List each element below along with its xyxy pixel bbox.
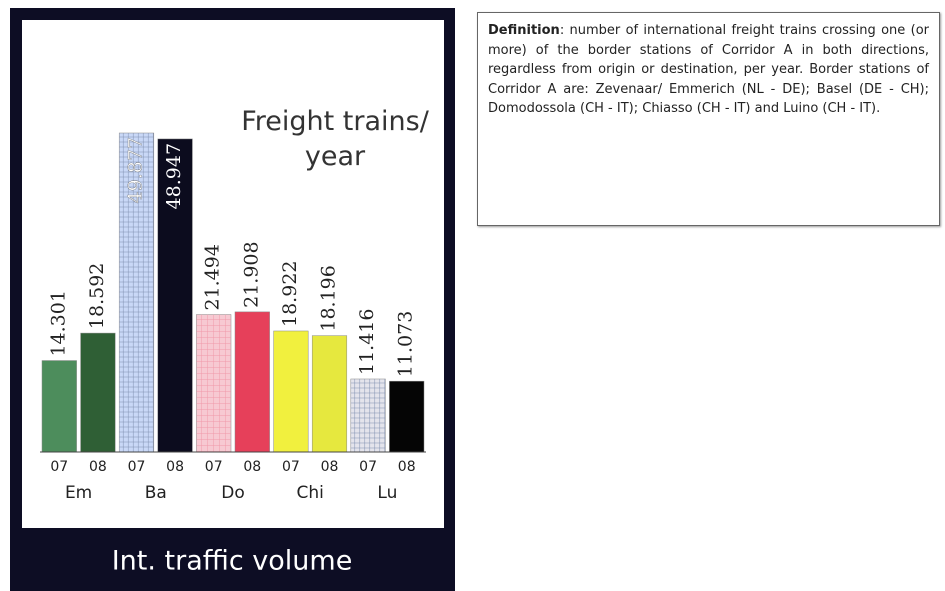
x-tick-label: 08 [398, 459, 416, 475]
x-tick-label: 08 [166, 459, 184, 475]
definition-label: Definition [488, 23, 560, 38]
group-label: Lu [377, 483, 397, 503]
group-label: Ba [145, 483, 167, 503]
value-label: 18.196 [318, 265, 340, 331]
value-label: 21.494 [202, 244, 224, 310]
bar [80, 332, 116, 453]
value-label: 48.947 [163, 143, 185, 209]
value-label: 18.922 [279, 260, 301, 326]
bar [41, 360, 77, 453]
bar [311, 335, 348, 453]
footer: Int. traffic volume [112, 546, 353, 577]
value-label: 21.908 [240, 241, 262, 307]
x-tick-label: 07 [205, 459, 223, 475]
value-label: 14.301 [47, 290, 69, 356]
bar [350, 378, 386, 453]
value-label: 18.592 [86, 263, 108, 329]
bar [273, 330, 309, 453]
group-label: Em [65, 483, 92, 503]
group-label: Do [221, 483, 245, 503]
value-label: 11.073 [395, 311, 417, 377]
value-label: 49.877 [125, 137, 147, 203]
bar [389, 380, 425, 453]
value-label: 11.416 [356, 309, 378, 375]
x-tick-label: 07 [128, 459, 146, 475]
bar [157, 138, 193, 453]
x-tick-label: 07 [50, 459, 68, 475]
chart-title: Freight trains/ year [241, 106, 429, 172]
definition-box: Definition: number of international frei… [477, 12, 940, 226]
definition-text: : number of international freight trains… [488, 23, 929, 116]
x-tick-label: 08 [89, 459, 107, 475]
bar [234, 311, 270, 453]
x-tick-label: 07 [282, 459, 300, 475]
x-tick-label: 08 [321, 459, 339, 475]
group-label: Chi [297, 483, 324, 503]
x-tick-label: 08 [243, 459, 261, 475]
x-tick-label: 07 [359, 459, 377, 475]
